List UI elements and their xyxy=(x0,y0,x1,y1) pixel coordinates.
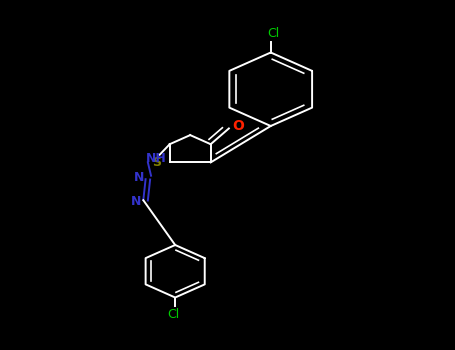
Text: Cl: Cl xyxy=(168,308,180,321)
Text: Cl: Cl xyxy=(267,27,279,41)
Text: N: N xyxy=(134,171,144,184)
Text: NH: NH xyxy=(146,152,167,165)
Text: S: S xyxy=(152,156,162,169)
Text: N: N xyxy=(131,195,142,209)
Text: O: O xyxy=(232,119,244,133)
